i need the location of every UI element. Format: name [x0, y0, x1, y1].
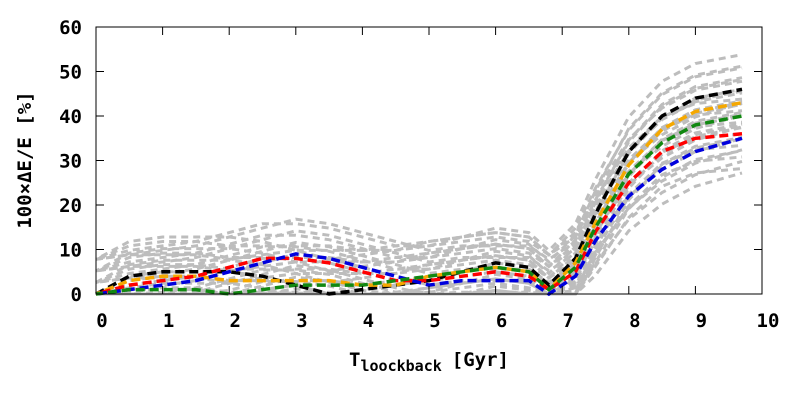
series-1-spread-line	[95, 78, 743, 273]
series-4-spread-line	[95, 91, 743, 273]
x-tick-label: 8	[629, 310, 640, 332]
x-tick-label: 1	[163, 310, 174, 332]
series-layer	[95, 53, 743, 297]
x-tick-label: 2	[229, 310, 240, 332]
y-tick-label: 0	[71, 284, 82, 306]
y-tick-label: 10	[59, 240, 82, 262]
series-4-line	[95, 114, 743, 296]
series-0-spread-line	[95, 76, 743, 284]
x-tick-label: 6	[496, 310, 507, 332]
x-tick-label: 0	[96, 310, 107, 332]
series-4-spread-line	[96, 126, 743, 296]
x-tick-label: 4	[363, 310, 374, 332]
x-tick-label: 5	[429, 310, 440, 332]
series-1-spread-line	[95, 66, 743, 261]
x-tick-label: 9	[696, 310, 707, 332]
x-axis-label: Tloockback [Gyr]	[349, 349, 509, 375]
series-3-spread-line	[95, 136, 743, 296]
x-tick-label: 10	[757, 310, 780, 332]
ticks-layer: 0 1 2 3 4 5 6 7 8 9 10 0 10 20 30 40 50 60	[59, 17, 779, 332]
y-tick-label: 50	[59, 62, 82, 84]
y-tick-label: 40	[59, 106, 82, 128]
x-axis-label-main: T	[349, 349, 360, 371]
series-2-spread-line	[95, 97, 743, 261]
series-3-line	[95, 136, 743, 297]
x-axis-label-unit: [Gyr]	[452, 349, 509, 371]
y-tick-label: 30	[59, 151, 82, 173]
series-3-spread-line	[95, 113, 743, 273]
series-4-spread-line	[95, 102, 743, 284]
y-tick-label: 20	[59, 195, 82, 217]
x-tick-label: 3	[296, 310, 307, 332]
x-tick-label: 7	[562, 310, 573, 332]
series-2-spread-line	[95, 109, 743, 273]
series-3-spread-line	[95, 102, 743, 262]
y-tick-label: 60	[59, 17, 82, 39]
series-2-line	[95, 132, 743, 296]
series-4-spread-line	[95, 79, 743, 261]
y-axis-label: 100×ΔE/E [%]	[14, 91, 36, 228]
series-0-line	[95, 87, 743, 296]
x-axis-label-subscript: loockback	[360, 357, 441, 375]
